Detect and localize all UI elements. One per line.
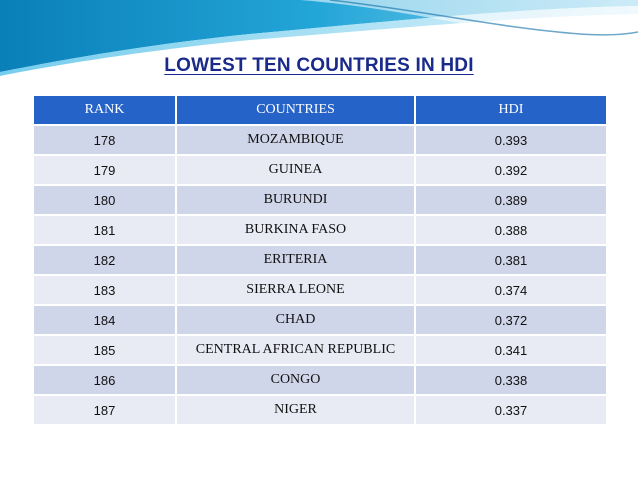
hdi-cell: 0.337 [414, 394, 608, 426]
table-row: 187 NIGER 0.337 [32, 394, 608, 426]
hdi-cell: 0.392 [414, 154, 608, 186]
country-cell: NIGER [175, 394, 416, 426]
country-cell: BURKINA FASO [175, 214, 416, 246]
country-cell: CONGO [175, 364, 416, 396]
rank-cell: 187 [32, 394, 177, 426]
country-cell: ERITERIA [175, 244, 416, 276]
hdi-cell: 0.393 [414, 124, 608, 156]
hdi-table: RANK COUNTRIES HDI 178 MOZAMBIQUE 0.393 … [32, 94, 608, 426]
rank-cell: 185 [32, 334, 177, 366]
rank-cell: 186 [32, 364, 177, 396]
hdi-cell: 0.341 [414, 334, 608, 366]
rank-cell: 179 [32, 154, 177, 186]
table-row: 180 BURUNDI 0.389 [32, 184, 608, 216]
table-row: 181 BURKINA FASO 0.388 [32, 214, 608, 246]
country-cell: SIERRA LEONE [175, 274, 416, 306]
rank-cell: 183 [32, 274, 177, 306]
hdi-cell: 0.338 [414, 364, 608, 396]
table-row: 184 CHAD 0.372 [32, 304, 608, 336]
rank-cell: 181 [32, 214, 177, 246]
country-cell: GUINEA [175, 154, 416, 186]
hdi-cell: 0.374 [414, 274, 608, 306]
table-row: 183 SIERRA LEONE 0.374 [32, 274, 608, 306]
country-cell: CENTRAL AFRICAN REPUBLIC [175, 334, 416, 366]
table-row: 185 CENTRAL AFRICAN REPUBLIC 0.341 [32, 334, 608, 366]
rank-cell: 180 [32, 184, 177, 216]
table-row: 186 CONGO 0.338 [32, 364, 608, 396]
header-hdi: HDI [414, 94, 608, 126]
country-cell: BURUNDI [175, 184, 416, 216]
rank-cell: 184 [32, 304, 177, 336]
rank-cell: 182 [32, 244, 177, 276]
table-header-row: RANK COUNTRIES HDI [32, 94, 608, 126]
country-cell: MOZAMBIQUE [175, 124, 416, 156]
table-row: 178 MOZAMBIQUE 0.393 [32, 124, 608, 156]
table-row: 182 ERITERIA 0.381 [32, 244, 608, 276]
header-countries: COUNTRIES [175, 94, 416, 126]
page-title: LOWEST TEN COUNTRIES IN HDI [164, 55, 474, 76]
table-row: 179 GUINEA 0.392 [32, 154, 608, 186]
header-wave-banner [0, 0, 638, 76]
hdi-cell: 0.372 [414, 304, 608, 336]
hdi-cell: 0.389 [414, 184, 608, 216]
hdi-cell: 0.381 [414, 244, 608, 276]
hdi-cell: 0.388 [414, 214, 608, 246]
rank-cell: 178 [32, 124, 177, 156]
country-cell: CHAD [175, 304, 416, 336]
header-rank: RANK [32, 94, 177, 126]
